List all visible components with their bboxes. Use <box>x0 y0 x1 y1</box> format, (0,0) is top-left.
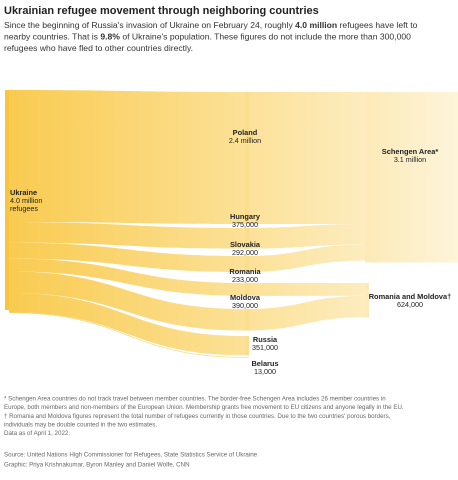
node-name: Romania and Moldova† <box>369 292 452 301</box>
node <box>245 92 249 224</box>
flow <box>245 283 365 296</box>
node <box>365 283 369 318</box>
node-name: Slovakia <box>230 240 261 249</box>
node <box>245 256 249 273</box>
subtitle-part: of Ukraine's population. These figures d… <box>120 32 411 42</box>
node-value: 624,000 <box>397 300 423 309</box>
flow <box>245 92 365 224</box>
credit: Graphic: Priya Krishnakumar, Byron Manle… <box>4 462 190 469</box>
flow <box>245 295 365 331</box>
subtitle-part: nearby countries. That is <box>4 32 100 42</box>
node-name: Belarus <box>251 359 278 368</box>
footnote: Europe, both members and non-members of … <box>4 404 404 411</box>
subtitle-part: refugees have left to <box>337 20 417 30</box>
subtitle: nearby countries. That is 9.8% of Ukrain… <box>4 32 411 42</box>
source: Source: United Nations High Commissioner… <box>4 452 258 459</box>
footnote: Data as of April 1, 2022. <box>4 430 70 437</box>
node <box>5 90 9 310</box>
subtitle-part: Since the beginning of Russia's invasion… <box>4 20 295 30</box>
subtitle-part: refugees who have fled to other countrie… <box>4 43 193 53</box>
node-name: Hungary <box>230 212 261 221</box>
subtitle-part: 4.0 million <box>295 20 337 30</box>
node-value: 3.1 million <box>394 155 426 164</box>
node-value: 351,000 <box>252 343 278 352</box>
node <box>245 336 249 356</box>
subtitle: Since the beginning of Russia's invasion… <box>4 20 418 30</box>
flow <box>9 271 245 331</box>
node <box>245 309 249 331</box>
flow <box>245 224 365 249</box>
subtitle: refugees who have fled to other countrie… <box>4 43 193 53</box>
node <box>245 357 249 358</box>
node-value: 2.4 million <box>229 136 261 145</box>
node-note: refugees <box>10 204 38 213</box>
node <box>245 283 249 296</box>
node-value: 292,000 <box>232 248 258 257</box>
flow <box>9 222 245 249</box>
node-value: 375,000 <box>232 220 258 229</box>
flows <box>5 90 458 358</box>
node-value: 390,000 <box>232 301 258 310</box>
flow <box>9 90 245 224</box>
node-name: Romania <box>229 267 261 276</box>
node <box>245 228 249 249</box>
flow <box>9 242 245 273</box>
node-name: Ukraine <box>10 188 37 197</box>
node <box>365 92 458 263</box>
node-value: 4.0 million <box>10 196 42 205</box>
footnote: † Romania and Moldova figures represent … <box>4 413 391 420</box>
flow <box>9 258 245 296</box>
flow <box>245 244 365 273</box>
subtitle-part: 9.8% <box>100 32 120 42</box>
flow <box>9 292 245 356</box>
footnote: individuals may be double counted in the… <box>4 421 157 428</box>
node-value: 233,000 <box>232 275 258 284</box>
chart-title: Ukrainian refugee movement through neigh… <box>4 5 319 17</box>
node-name: Russia <box>253 335 278 344</box>
node-name: Moldova <box>230 293 261 302</box>
footnote: * Schengen Area countries do not track t… <box>4 396 386 403</box>
node-name: Schengen Area* <box>382 147 439 156</box>
node-value: 13,000 <box>254 367 276 376</box>
flow <box>9 312 245 358</box>
node-name: Poland <box>233 128 258 137</box>
